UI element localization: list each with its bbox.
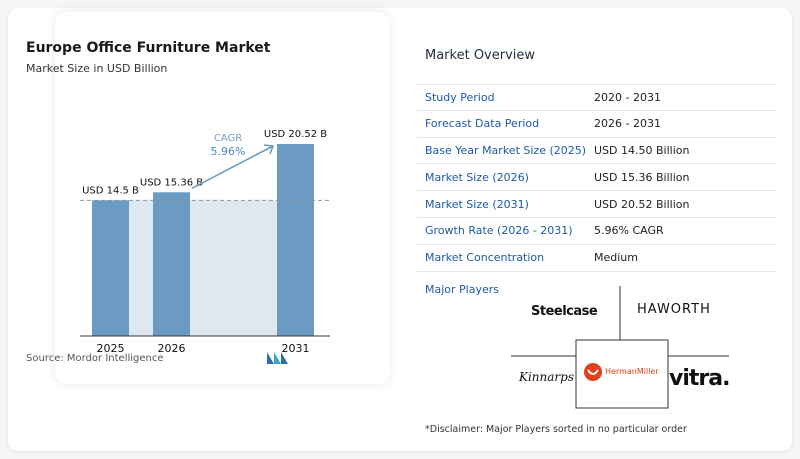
major-players-title: Major Players [425,283,499,296]
overview-row: Study Period 2020 - 2031 [417,84,777,111]
overview-row-label: Base Year Market Size (2025) [425,143,587,157]
cagr-label: CAGR [214,133,242,144]
chart-title: Europe Office Furniture Market [26,40,271,56]
player-logos: Steelcase HAWORTH Kinnarps HermanMiller … [505,284,745,414]
overview-row-label: Forecast Data Period [425,117,540,131]
kinnarps-logo: Kinnarps [519,370,574,384]
x-tick-label: 2025 [97,342,125,355]
x-tick-label: 2026 [158,342,186,355]
cagr-arrow [191,145,274,189]
bar-2031 [277,144,314,336]
data-label: USD 15.36 B [140,177,203,188]
overview-row-label: Market Size (2026) [425,170,529,184]
logo-grid-lines [511,286,729,409]
steelcase-logo: Steelcase [531,304,598,319]
chart-subtitle: Market Size in USD Billion [26,62,168,75]
cagr-arrowhead [263,144,275,155]
vitra-logo: vitra. [669,366,730,391]
overview-row-value: 2020 - 2031 [594,90,661,104]
overview-title: Market Overview [425,48,536,63]
overview-row-label: Market Size (2031) [425,197,529,211]
overview-row: Growth Rate (2026 - 2031) 5.96% CAGR [417,218,777,245]
disclaimer-text: *Disclaimer: Major Players sorted in no … [425,424,687,435]
overview-row: Market Size (2026) USD 15.36 Billion [417,164,777,192]
overview-row-value: Medium [594,251,638,265]
overview-row: Market Size (2031) USD 20.52 Billion [417,191,777,218]
x-tick-label: 2031 [282,342,310,355]
hermanmiller-logo: HermanMiller [605,367,659,376]
overview-row-value: USD 15.36 Billion [594,170,690,184]
overview-row: Market Concentration Medium [417,245,777,272]
overview-row-value: 5.96% CAGR [594,224,664,238]
source-text: Source: Mordor Intelligence [26,353,164,364]
mordor-logo-icon [267,352,288,364]
overview-row-label: Market Concentration [425,251,545,265]
overview-row-label: Study Period [425,90,495,104]
bar-2026 [153,192,190,336]
haworth-logo: HAWORTH [637,302,711,317]
bar-2025 [92,200,129,336]
overview-row-value: USD 20.52 Billion [594,197,690,211]
overview-row-value: USD 14.50 Billion [594,143,690,157]
overview-row: Forecast Data Period 2026 - 2031 [417,111,777,138]
cagr-value: 5.96% [211,145,246,158]
data-label: USD 14.5 B [82,185,139,196]
data-label: USD 20.52 B [264,129,327,140]
overview-table: Study Period 2020 - 2031 Forecast Data Per… [417,84,777,272]
overview-row-label: Growth Rate (2026 - 2031) [425,224,573,238]
overview-row-value: 2026 - 2031 [594,117,661,131]
overview-row: Base Year Market Size (2025) USD 14.50 Bi… [417,138,777,165]
